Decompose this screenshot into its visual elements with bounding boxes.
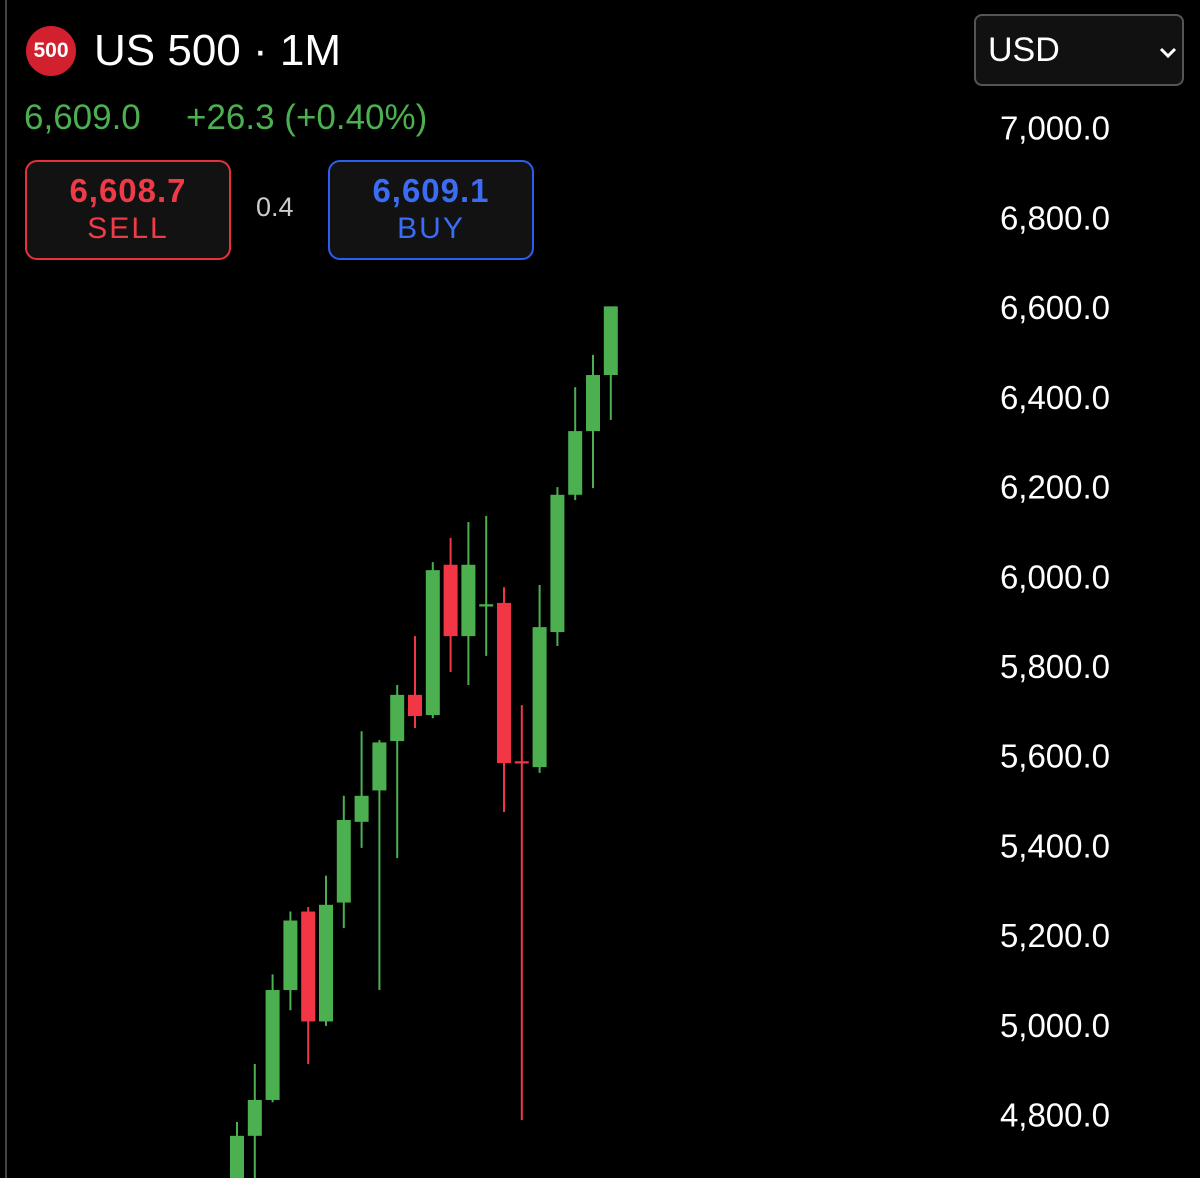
y-tick-label: 5,400.0 [1000,827,1110,864]
y-tick-label: 6,000.0 [1000,558,1110,595]
candle-body [336,820,351,903]
candle-body [425,570,440,716]
candle-body [479,604,494,607]
candle-body [230,1135,244,1178]
candle-body [319,904,333,1022]
candle-body [568,431,583,495]
y-tick-label: 5,600.0 [1000,738,1110,775]
plot [230,306,618,1178]
candle-body [247,1099,262,1136]
candle-body [283,920,298,991]
y-tick-label: 6,800.0 [1000,199,1110,236]
candle-body [265,990,280,1100]
buy-label: BUY [397,212,465,245]
chevron [1159,47,1177,59]
candle-body [372,742,387,791]
candle-body [532,627,547,768]
y-tick-label: 5,800.0 [1000,648,1110,685]
candle-body [603,306,618,376]
change: +26.3 (+0.40%) [186,98,428,137]
price: 6,609.0 [24,98,141,137]
y-tick-label: 5,000.0 [1000,1007,1110,1044]
buy-button[interactable]: 6,609.1 BUY [328,160,534,260]
candle-body [550,494,565,633]
title: US 500 · 1M [94,26,341,75]
logo: 500 [26,26,76,76]
y-tick-label: 6,600.0 [1000,289,1110,326]
candle-body [390,694,405,742]
sell-button[interactable]: 6,608.7 SELL [25,160,231,260]
candle-body [461,564,476,637]
y-tick-label: 7,000.0 [1000,110,1110,147]
sell-price: 6,608.7 [69,172,187,209]
y-tick-label: 4,800.0 [1000,1097,1110,1134]
candle-body [514,761,529,764]
candle-body [301,911,316,1022]
y-tick-label: 6,400.0 [1000,379,1110,416]
sell-label: SELL [87,212,169,245]
y-tick-label: 5,200.0 [1000,917,1110,954]
spread: 0.4 [256,192,294,222]
buy-price: 6,609.1 [372,172,490,209]
currency-dropdown[interactable]: USD [974,14,1184,86]
candle-body [408,694,422,716]
candle-body [443,564,458,637]
candle-body [586,375,600,432]
y-tick-label: 6,200.0 [1000,469,1110,506]
candle-body [497,602,511,764]
currency: USD [988,31,1060,69]
candle-body [354,795,369,822]
